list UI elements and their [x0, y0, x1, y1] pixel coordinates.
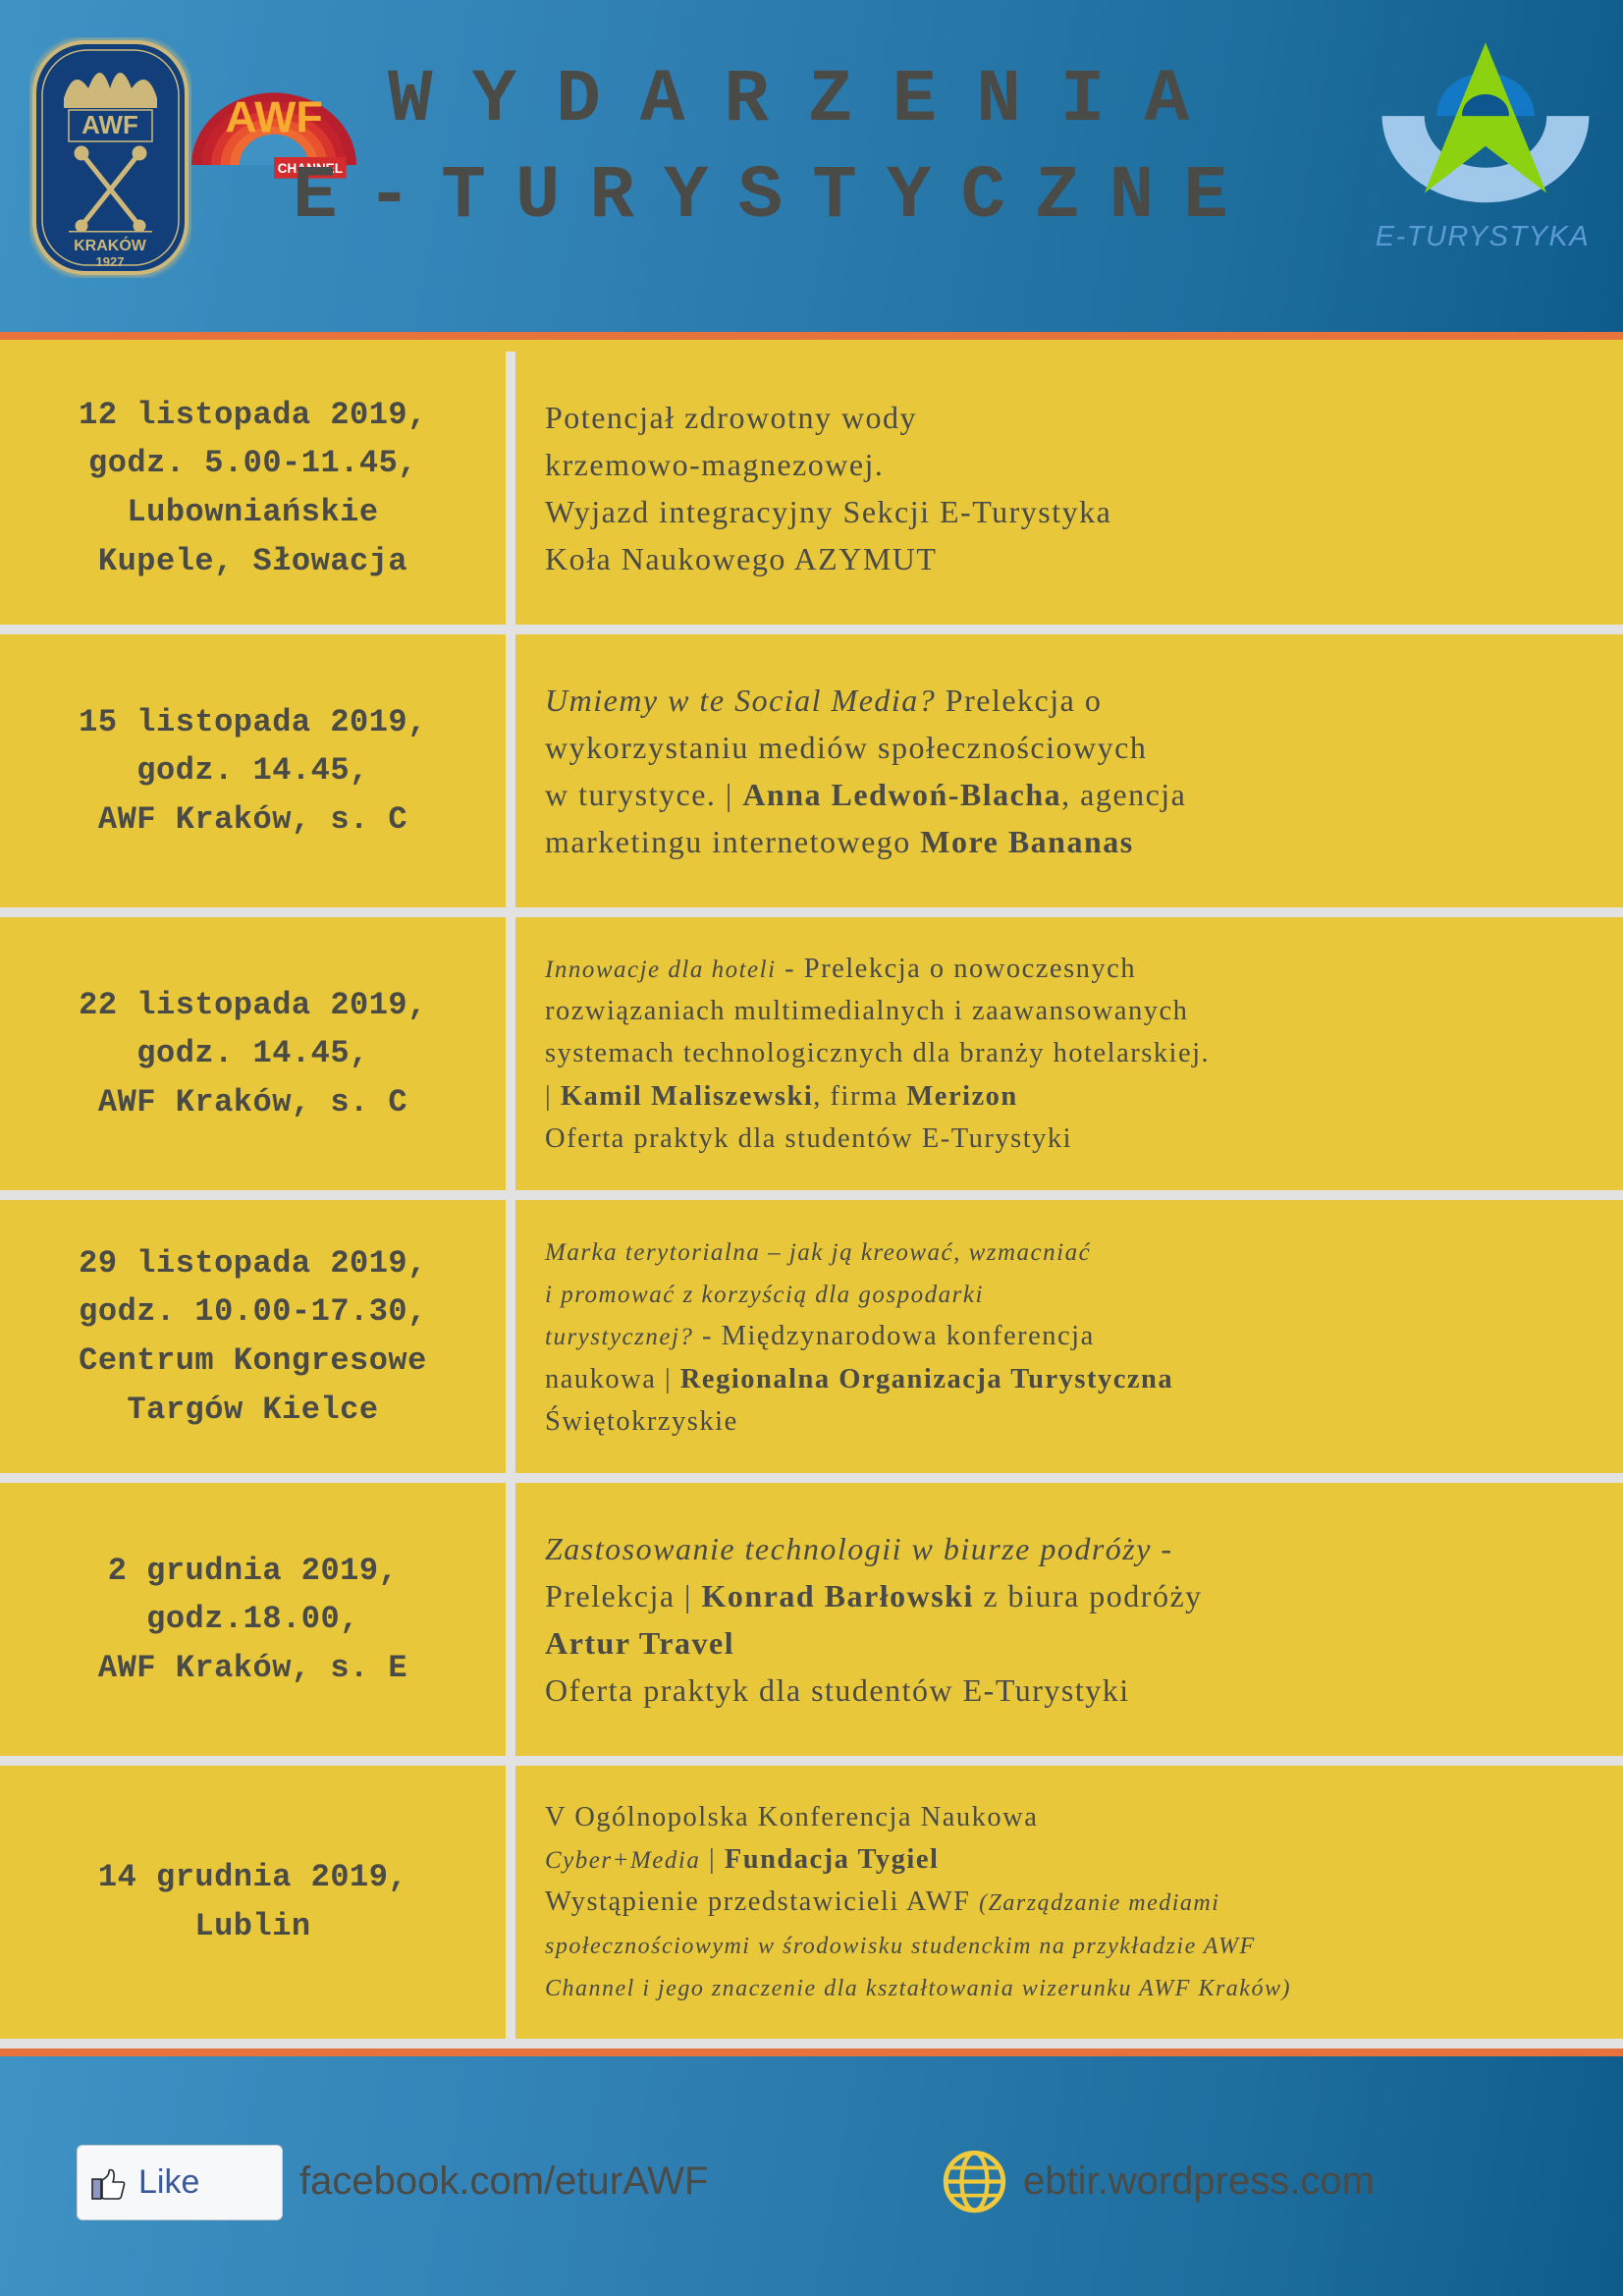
svg-text:1927: 1927 [96, 254, 125, 269]
svg-text:AWF: AWF [225, 92, 323, 141]
svg-text:KRAKÓW: KRAKÓW [74, 236, 147, 254]
svg-text:AWF: AWF [81, 110, 138, 139]
